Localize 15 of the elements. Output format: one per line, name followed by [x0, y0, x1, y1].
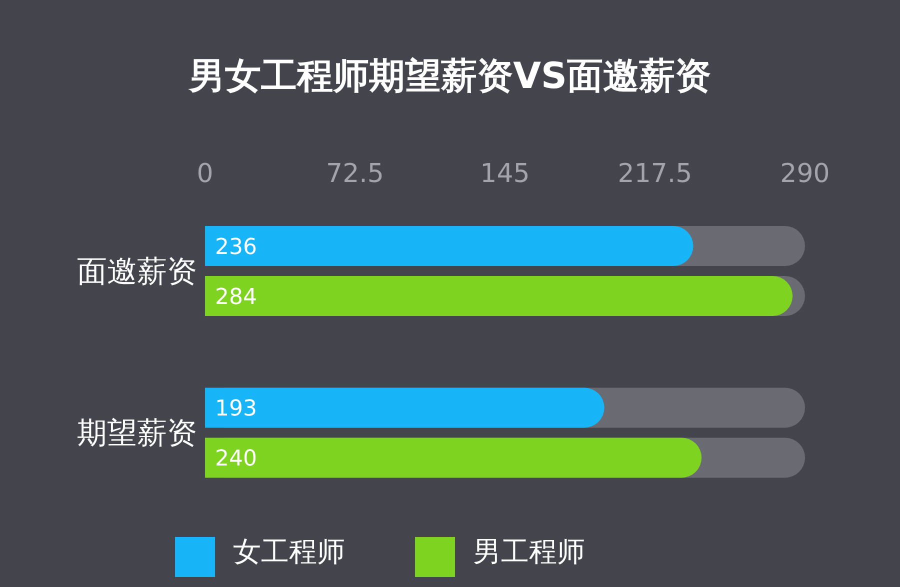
y-tick-label: 期望薪资: [77, 416, 197, 452]
y-tick-label: 面邀薪资: [77, 254, 197, 290]
data-label: 284: [215, 284, 257, 310]
chart-title: 男女工程师期望薪资VS面邀薪资: [188, 55, 712, 99]
data-label: 193: [215, 396, 257, 422]
data-label: 240: [215, 446, 257, 472]
bar: [205, 276, 793, 316]
x-tick-label: 72.5: [326, 159, 384, 189]
x-tick-label: 145: [480, 159, 530, 189]
x-tick-label: 290: [780, 159, 830, 189]
data-label: 236: [215, 234, 257, 260]
x-tick-label: 0: [196, 159, 214, 189]
x-tick-label: 217.5: [618, 159, 692, 189]
legend-label: 男工程师: [473, 535, 585, 568]
legend-label: 女工程师: [233, 535, 345, 568]
